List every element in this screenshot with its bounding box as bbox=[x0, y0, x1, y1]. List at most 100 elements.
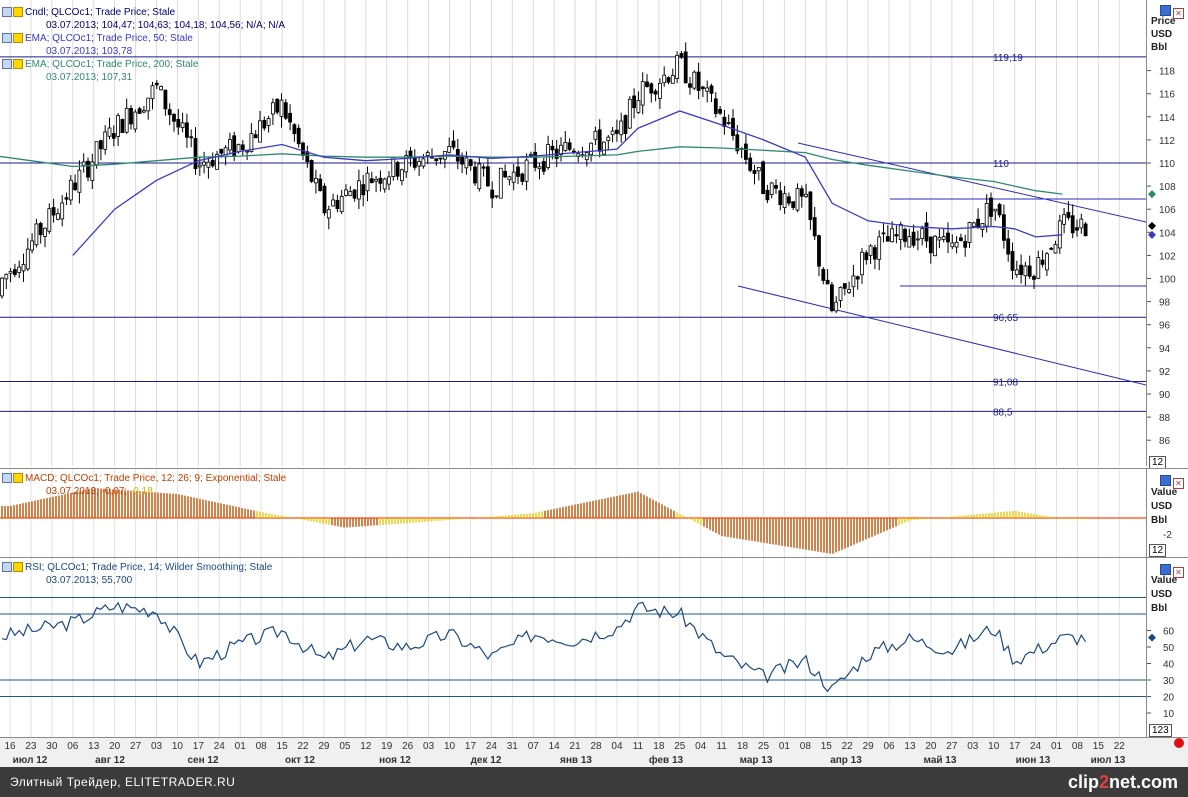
time-axis[interactable]: 16 23 30 06 13 20 27 03 10 17 24 01 08 15 22 29 05 12 19 26… bbox=[0, 737, 1188, 768]
x-tick-label: 12 bbox=[360, 741, 372, 752]
candle-body bbox=[838, 286, 843, 301]
candle-body bbox=[374, 178, 379, 182]
axis-tick-label: 100 bbox=[1159, 275, 1176, 286]
axis-tick-label: 116 bbox=[1159, 90, 1175, 101]
candle-body bbox=[533, 151, 538, 168]
x-tick-label: 18 bbox=[737, 741, 749, 752]
minimize-icon[interactable] bbox=[1160, 5, 1171, 16]
x-month-label: фев 13 bbox=[649, 754, 684, 766]
rsi-chart[interactable] bbox=[0, 558, 1146, 738]
x-tick-label: 06 bbox=[67, 741, 79, 752]
x-tick-label: 16 bbox=[4, 741, 16, 752]
axis-tick-label: 86 bbox=[1159, 436, 1171, 447]
candle-body bbox=[94, 141, 99, 165]
candle-body bbox=[481, 166, 486, 169]
close-icon[interactable]: ✕ bbox=[1173, 478, 1184, 489]
candle-body bbox=[77, 169, 82, 193]
rsi-axis[interactable]: Value USD Bbl 10 20 30 40 50 60 123 bbox=[1146, 557, 1188, 738]
candle-body bbox=[1079, 218, 1084, 229]
minimize-icon[interactable] bbox=[1160, 475, 1171, 486]
candle-body bbox=[834, 301, 839, 312]
candle-body bbox=[215, 154, 219, 170]
candle-body bbox=[451, 140, 456, 148]
candle-body bbox=[524, 159, 529, 182]
minimize-icon[interactable] bbox=[1160, 564, 1171, 575]
close-icon[interactable]: ✕ bbox=[1173, 8, 1184, 19]
x-month-label: ноя 12 bbox=[379, 755, 411, 766]
trend-line bbox=[797, 142, 1146, 223]
candle-body bbox=[735, 134, 740, 152]
candle-body bbox=[989, 197, 993, 217]
x-tick-label: 26 bbox=[402, 741, 414, 752]
candle-body bbox=[331, 199, 336, 207]
candle-body bbox=[361, 184, 366, 196]
x-tick-label: 31 bbox=[507, 741, 519, 752]
macd-chart[interactable] bbox=[0, 469, 1146, 557]
candle-body bbox=[507, 176, 512, 181]
rsi-axis-box[interactable]: 123 bbox=[1149, 724, 1172, 737]
candle-body bbox=[245, 150, 250, 153]
candle-body bbox=[946, 232, 950, 243]
candle-body bbox=[159, 86, 164, 91]
legend-rsi[interactable]: RSI; QLCOc1; Trade Price, 14; Wilder Smo… bbox=[2, 561, 272, 574]
candle-body bbox=[1006, 238, 1011, 255]
legend-macd[interactable]: MACD; QLCOc1; Trade Price, 12; 26; 9; Ex… bbox=[2, 472, 286, 485]
candle-body bbox=[868, 245, 873, 256]
x-tick-label: 10 bbox=[444, 741, 456, 752]
candle-body bbox=[417, 161, 422, 167]
candle-body bbox=[344, 189, 348, 196]
series-icon bbox=[2, 59, 12, 70]
axis-tick-label: 108 bbox=[1159, 182, 1176, 193]
candle-body bbox=[339, 195, 344, 213]
candle-body bbox=[176, 119, 181, 128]
candle-body bbox=[236, 144, 241, 153]
axis-tick-label: 118 bbox=[1159, 67, 1175, 78]
axis-tick-label: 20 bbox=[1163, 693, 1175, 704]
candle-body bbox=[8, 270, 13, 274]
macd-pane[interactable]: MACD; QLCOc1; Trade Price, 12; 26; 9; Ex… bbox=[0, 468, 1146, 557]
legend-ema50[interactable]: EMA; QLCOc1; Trade Price, 50; Stale bbox=[2, 32, 285, 45]
candle-body bbox=[322, 185, 327, 214]
x-tick-label: 08 bbox=[800, 741, 812, 752]
candle-body bbox=[976, 218, 980, 228]
axis-tick-label: 50 bbox=[1163, 643, 1175, 654]
candle-body bbox=[1040, 259, 1045, 265]
close-icon[interactable]: ✕ bbox=[1173, 567, 1184, 578]
candle-body bbox=[1036, 257, 1041, 279]
legend-ema50-label: EMA; QLCOc1; Trade Price, 50; Stale bbox=[25, 33, 193, 44]
macd-axis-box[interactable]: 12 bbox=[1149, 544, 1167, 557]
candle-body bbox=[90, 161, 95, 181]
axis-tick-label: 92 bbox=[1159, 367, 1171, 378]
level-label: 91,08 bbox=[993, 378, 1018, 389]
candle-body bbox=[485, 166, 490, 187]
macd-axis-tick: -2 bbox=[1163, 530, 1172, 541]
legend-macd-values: 03.07.2013; -0,07; bbox=[46, 486, 128, 497]
axis-tick-label: 112 bbox=[1159, 136, 1175, 147]
candle-body bbox=[593, 130, 598, 140]
rsi-pane[interactable]: RSI; QLCOc1; Trade Price, 14; Wilder Smo… bbox=[0, 557, 1146, 738]
price-axis[interactable]: Price USD Bbl 86 88 90 92 94 96 98 100 102 104 106… bbox=[1146, 0, 1188, 469]
price-pane[interactable]: 119,19 110 96,65 91,08 88,5 Cndl; QLCOc1; Tr… bbox=[0, 0, 1146, 466]
candle-body bbox=[116, 115, 120, 137]
x-tick-label: 11 bbox=[633, 741, 644, 752]
candle-body bbox=[399, 169, 404, 182]
candle-body bbox=[210, 159, 215, 167]
legend-candle[interactable]: Cndl; QLCOc1; Trade Price; Stale bbox=[2, 6, 285, 19]
price-chart[interactable]: 119,19 110 96,65 91,08 88,5 bbox=[0, 0, 1146, 466]
candle-body bbox=[163, 89, 168, 110]
candle-body bbox=[477, 163, 482, 190]
x-tick-label: 22 bbox=[297, 741, 309, 752]
candle-body bbox=[1014, 269, 1019, 276]
legend-ema200[interactable]: EMA; QLCOc1; Trade Price, 200; Stale bbox=[2, 58, 285, 71]
series-icon bbox=[2, 562, 12, 573]
candle-body bbox=[180, 122, 185, 128]
candle-body bbox=[649, 83, 654, 94]
candle-body bbox=[30, 240, 35, 251]
axis-tick-label: 98 bbox=[1159, 298, 1171, 309]
candle-body bbox=[688, 83, 692, 88]
candle-body bbox=[51, 207, 56, 216]
x-tick-label: 03 bbox=[423, 741, 435, 752]
legend-rsi-values: 03.07.2013; 55,700 bbox=[46, 575, 133, 586]
candle-body bbox=[387, 176, 391, 185]
axis-tick-label: 10 bbox=[1163, 709, 1175, 720]
